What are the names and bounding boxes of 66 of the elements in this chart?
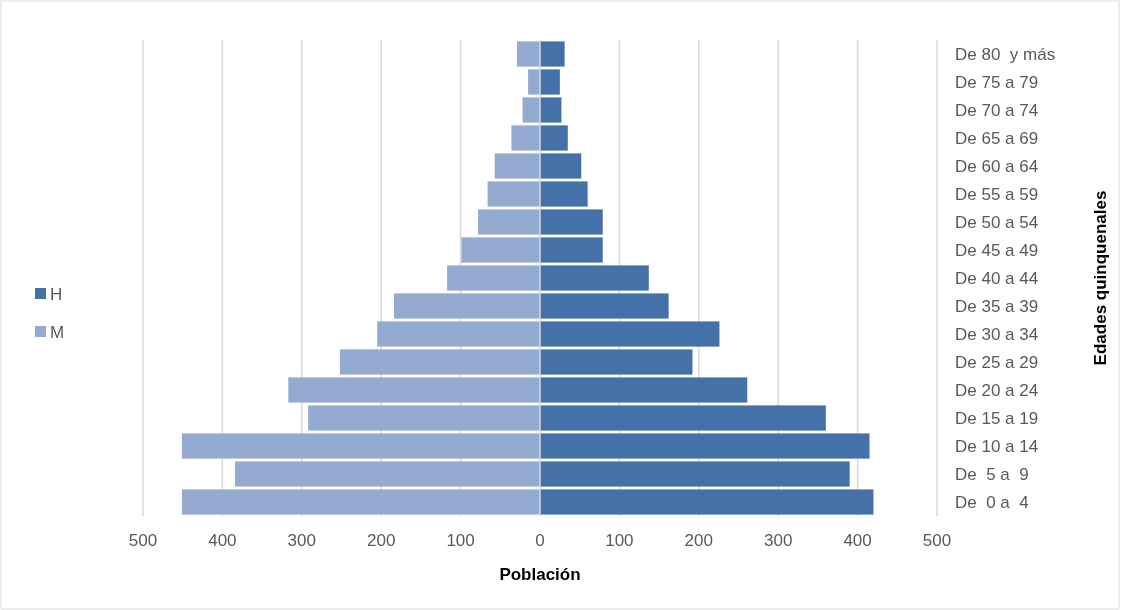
- bar: [393, 293, 540, 319]
- legend-label: M: [50, 322, 65, 342]
- bar: [540, 97, 562, 123]
- x-tick-label: 200: [684, 531, 713, 550]
- y-tick-label: De 35 a 39: [955, 296, 1039, 316]
- bar: [339, 349, 540, 375]
- bar: [461, 237, 540, 263]
- y-tick-label: De 40 a 44: [955, 268, 1039, 288]
- bar: [522, 97, 540, 123]
- x-tick-label: 300: [287, 531, 316, 550]
- x-tick-label: 400: [208, 531, 237, 550]
- bar: [235, 461, 540, 487]
- x-tick-label: 400: [843, 531, 872, 550]
- y-tick-label: De 80 y más: [955, 44, 1056, 64]
- y-tick-label: De 50 a 54: [955, 212, 1039, 232]
- bar: [181, 489, 540, 515]
- bar: [447, 265, 540, 291]
- bar: [494, 153, 540, 179]
- y-tick-label: De 45 a 49: [955, 240, 1039, 260]
- y-tick-label: De 30 a 34: [955, 324, 1039, 344]
- bar: [540, 181, 588, 207]
- bar: [540, 461, 850, 487]
- bar: [478, 209, 540, 235]
- x-tick-label: 500: [922, 531, 952, 550]
- y-tick-label: De 5 a 9: [955, 464, 1029, 484]
- x-tick-label: 0: [535, 531, 545, 550]
- bar: [540, 433, 870, 459]
- x-tick-label: 100: [446, 531, 475, 550]
- bar: [511, 125, 540, 151]
- bar: [540, 69, 560, 95]
- y-tick-label: De 65 a 69: [955, 128, 1039, 148]
- bar: [540, 321, 720, 347]
- bar: [181, 433, 540, 459]
- y-tick-label: De 15 a 19: [955, 408, 1039, 428]
- y-axis-title: Edades quinquenales: [1091, 190, 1110, 366]
- bar: [540, 209, 603, 235]
- y-tick-label: De 25 a 29: [955, 352, 1039, 372]
- x-axis-title: Población: [499, 565, 581, 584]
- bar: [377, 321, 540, 347]
- bar: [516, 41, 540, 67]
- x-tick-label: 200: [367, 531, 396, 550]
- y-tick-label: De 20 a 24: [955, 380, 1039, 400]
- bar: [540, 125, 568, 151]
- bar: [528, 69, 540, 95]
- bar: [540, 153, 582, 179]
- y-tick-label: De 60 a 64: [955, 156, 1039, 176]
- bar: [540, 489, 874, 515]
- bar: [540, 349, 693, 375]
- bar: [540, 41, 565, 67]
- bar: [540, 237, 603, 263]
- y-tick-label: De 10 a 14: [955, 436, 1039, 456]
- bar: [487, 181, 540, 207]
- bar: [540, 293, 669, 319]
- bar: [540, 405, 826, 431]
- x-tick-label: 500: [128, 531, 158, 550]
- bar: [308, 405, 540, 431]
- x-tick-label: 100: [605, 531, 634, 550]
- bar: [540, 377, 748, 403]
- y-tick-label: De 55 a 59: [955, 184, 1039, 204]
- x-tick-label: 300: [764, 531, 793, 550]
- y-tick-label: De 70 a 74: [955, 100, 1039, 120]
- bar: [540, 265, 649, 291]
- legend-label: H: [50, 284, 63, 304]
- bar: [288, 377, 540, 403]
- y-tick-label: De 0 a 4: [955, 492, 1029, 512]
- y-tick-label: De 75 a 79: [955, 72, 1039, 92]
